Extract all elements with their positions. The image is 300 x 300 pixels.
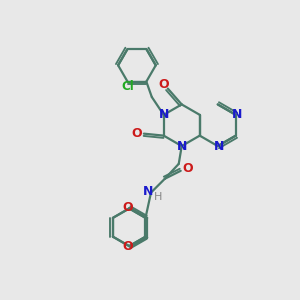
Text: O: O — [182, 162, 193, 175]
Text: O: O — [159, 78, 169, 91]
Text: O: O — [132, 127, 142, 140]
Text: N: N — [214, 140, 224, 152]
Text: Cl: Cl — [122, 80, 134, 93]
Text: N: N — [176, 140, 187, 152]
Text: N: N — [232, 108, 242, 121]
Text: N: N — [158, 108, 169, 121]
Text: O: O — [123, 240, 134, 253]
Text: O: O — [123, 202, 134, 214]
Text: H: H — [154, 192, 162, 202]
Text: N: N — [143, 185, 153, 198]
